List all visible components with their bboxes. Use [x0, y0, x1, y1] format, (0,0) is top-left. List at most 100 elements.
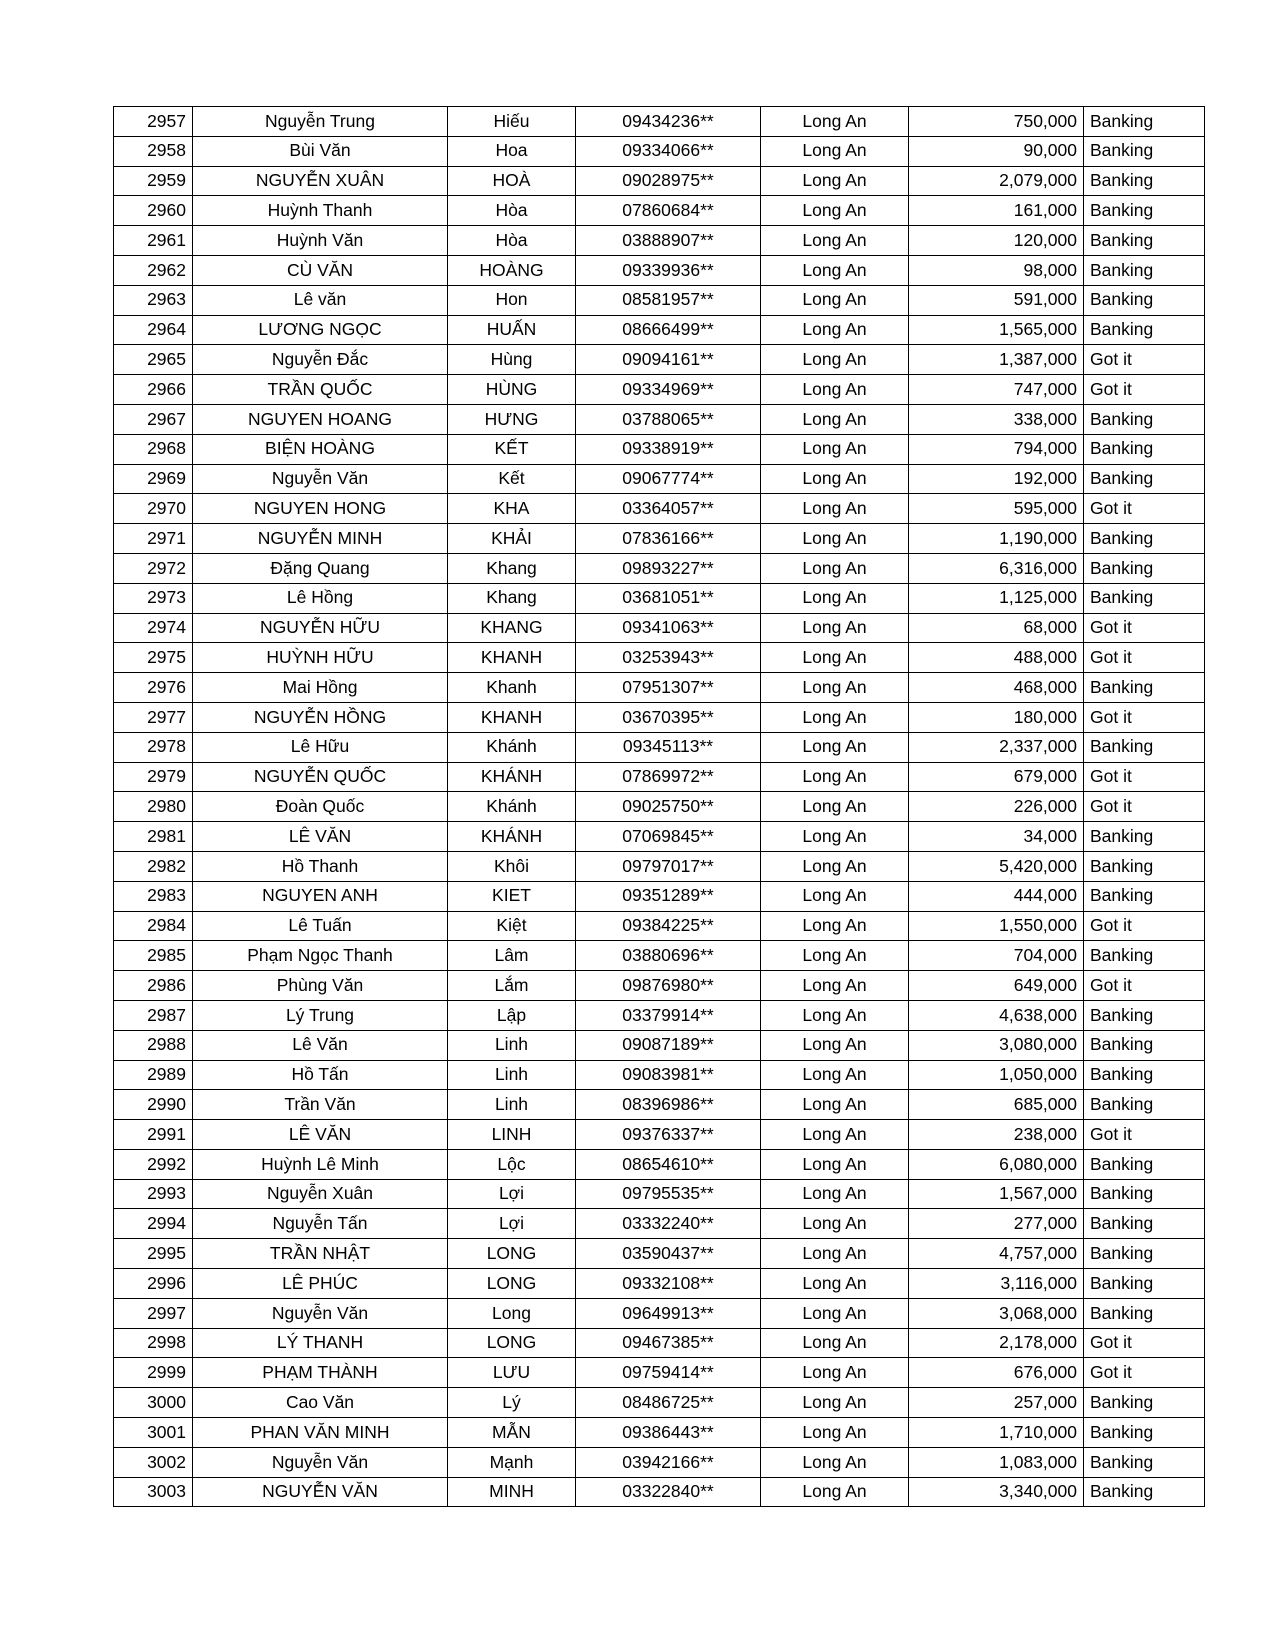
cell-last-name: KHA	[447, 493, 576, 525]
cell-status: Got it	[1083, 701, 1205, 733]
cell-status: Banking	[1083, 314, 1205, 346]
cell-status: Got it	[1083, 1119, 1205, 1150]
cell-id: 2962	[113, 254, 193, 286]
cell-last-name: KHANH	[447, 701, 576, 733]
cell-last-name: Hoa	[447, 135, 576, 167]
cell-id: 3001	[113, 1417, 193, 1448]
cell-phone: 03322840**	[575, 1476, 761, 1508]
cell-status: Banking	[1083, 582, 1205, 614]
cell-province: Long An	[760, 374, 909, 405]
cell-amount: 685,000	[908, 1089, 1084, 1121]
cell-last-name: Hòa	[447, 225, 576, 256]
cell-id: 2986	[113, 970, 193, 1001]
cell-status: Banking	[1083, 880, 1205, 912]
cell-first-name: NGUYỄN QUỐC	[192, 761, 448, 793]
cell-first-name: Lê Tuấn	[192, 910, 448, 942]
cell-province: Long An	[760, 1089, 909, 1121]
cell-first-name: Cao Văn	[192, 1387, 448, 1419]
cell-phone: 03681051**	[575, 582, 761, 614]
table-row: 2987 Lý Trung Lập 03379914** Long An 4,638,00…	[113, 999, 1205, 1031]
cell-first-name: PHẠM THÀNH	[192, 1357, 448, 1389]
cell-first-name: NGUYỄN XUÂN	[192, 165, 448, 197]
cell-amount: 1,083,000	[908, 1446, 1084, 1478]
cell-province: Long An	[760, 165, 909, 197]
cell-last-name: Khánh	[447, 791, 576, 823]
table-row: 2982 Hồ Thanh Khôi 09797017** Long An 5,420,0…	[113, 850, 1205, 882]
cell-first-name: Hồ Thanh	[192, 850, 448, 882]
cell-status: Got it	[1083, 642, 1205, 674]
cell-province: Long An	[760, 1476, 909, 1508]
cell-id: 2983	[113, 880, 193, 912]
cell-amount: 1,190,000	[908, 523, 1084, 554]
cell-amount: 6,316,000	[908, 552, 1084, 584]
cell-first-name: Lê Hữu	[192, 731, 448, 763]
cell-last-name: Hùng	[447, 344, 576, 376]
table-row: 2976 Mai Hồng Khanh 07951307** Long An 468,00…	[113, 672, 1205, 703]
cell-first-name: NGUYEN HOANG	[192, 403, 448, 435]
cell-province: Long An	[760, 791, 909, 823]
cell-id: 2959	[113, 165, 193, 197]
cell-province: Long An	[760, 731, 909, 763]
cell-id: 2965	[113, 344, 193, 376]
cell-province: Long An	[760, 850, 909, 882]
cell-status: Banking	[1083, 1446, 1205, 1478]
cell-last-name: Lợi	[447, 1208, 576, 1240]
cell-status: Banking	[1083, 1148, 1205, 1180]
cell-amount: 257,000	[908, 1387, 1084, 1419]
table-row: 2991 LÊ VĂN LINH 09376337** Long An 238,000 Go…	[113, 1119, 1205, 1150]
cell-phone: 07069845**	[575, 821, 761, 852]
cell-first-name: TRẦN NHẬT	[192, 1238, 448, 1270]
cell-id: 2993	[113, 1178, 193, 1210]
cell-last-name: MINH	[447, 1476, 576, 1508]
table-row: 3001 PHAN VĂN MINH MẪN 09386443** Long An 1,7…	[113, 1417, 1205, 1448]
table-row: 2996 LÊ PHÚC LONG 09332108** Long An 3,116,00…	[113, 1268, 1205, 1299]
cell-amount: 794,000	[908, 433, 1084, 465]
cell-province: Long An	[760, 1238, 909, 1270]
cell-phone: 09345113**	[575, 731, 761, 763]
cell-phone: 09028975**	[575, 165, 761, 197]
cell-phone: 08396986**	[575, 1089, 761, 1121]
cell-last-name: MẪN	[447, 1417, 576, 1448]
cell-last-name: Khanh	[447, 672, 576, 703]
cell-last-name: LONG	[447, 1327, 576, 1359]
cell-id: 2992	[113, 1148, 193, 1180]
records-table: 2957 Nguyễn Trung Hiếu 09434236** Long An 750…	[113, 106, 1205, 1508]
cell-first-name: Đoàn Quốc	[192, 791, 448, 823]
cell-status: Banking	[1083, 463, 1205, 495]
table-row: 2959 NGUYỄN XUÂN HOÀ 09028975** Long An 2,079…	[113, 165, 1205, 197]
table-row: 2998 LÝ THANH LONG 09467385** Long An 2,178,0…	[113, 1327, 1205, 1359]
cell-phone: 03590437**	[575, 1238, 761, 1270]
cell-amount: 3,116,000	[908, 1268, 1084, 1299]
cell-last-name: Hiếu	[447, 106, 576, 137]
table-row: 3003 NGUYỄN VĂN MINH 03322840** Long An 3,340…	[113, 1476, 1205, 1508]
cell-phone: 09376337**	[575, 1119, 761, 1150]
cell-first-name: Đặng Quang	[192, 552, 448, 584]
cell-province: Long An	[760, 106, 909, 137]
cell-amount: 1,387,000	[908, 344, 1084, 376]
cell-phone: 07836166**	[575, 523, 761, 554]
cell-province: Long An	[760, 284, 909, 316]
cell-first-name: Nguyễn Văn	[192, 1297, 448, 1329]
cell-phone: 03253943**	[575, 642, 761, 674]
table-row: 2957 Nguyễn Trung Hiếu 09434236** Long An 750…	[113, 106, 1205, 137]
cell-first-name: Nguyễn Trung	[192, 106, 448, 137]
cell-id: 2988	[113, 1029, 193, 1061]
cell-amount: 591,000	[908, 284, 1084, 316]
cell-status: Banking	[1083, 1297, 1205, 1329]
cell-id: 2980	[113, 791, 193, 823]
cell-province: Long An	[760, 344, 909, 376]
cell-first-name: LÊ VĂN	[192, 1119, 448, 1150]
cell-amount: 3,340,000	[908, 1476, 1084, 1508]
table-row: 2978 Lê Hữu Khánh 09345113** Long An 2,337,00…	[113, 731, 1205, 763]
cell-last-name: KIET	[447, 880, 576, 912]
cell-province: Long An	[760, 403, 909, 435]
cell-id: 2991	[113, 1119, 193, 1150]
cell-province: Long An	[760, 493, 909, 525]
cell-id: 2972	[113, 552, 193, 584]
cell-province: Long An	[760, 225, 909, 256]
cell-first-name: LƯƠNG NGỌC	[192, 314, 448, 346]
cell-id: 3002	[113, 1446, 193, 1478]
cell-id: 2964	[113, 314, 193, 346]
cell-amount: 1,050,000	[908, 1059, 1084, 1091]
cell-status: Banking	[1083, 135, 1205, 167]
